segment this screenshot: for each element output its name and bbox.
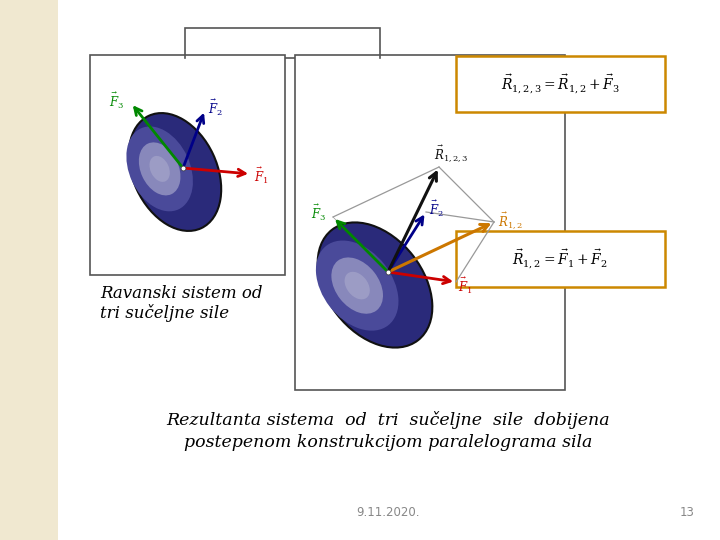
Ellipse shape xyxy=(150,156,170,182)
Text: $\vec{R}_{1,2,3}$: $\vec{R}_{1,2,3}$ xyxy=(434,143,469,163)
Text: $\vec{F}_1$: $\vec{F}_1$ xyxy=(458,276,472,296)
FancyBboxPatch shape xyxy=(456,56,665,112)
Text: Rezultanta sistema  od  tri  sučeljne  sile  dobijena: Rezultanta sistema od tri sučeljne sile … xyxy=(166,411,610,429)
FancyBboxPatch shape xyxy=(90,55,285,275)
Ellipse shape xyxy=(129,113,221,231)
Text: $\vec{R}_{1,2} = \vec{F}_1 + \vec{F}_2$: $\vec{R}_{1,2} = \vec{F}_1 + \vec{F}_2$ xyxy=(512,247,608,271)
Text: postepenom konstrukcijom paralelograma sila: postepenom konstrukcijom paralelograma s… xyxy=(184,434,592,451)
Text: $\vec{F}_3$: $\vec{F}_3$ xyxy=(311,203,326,223)
Ellipse shape xyxy=(345,272,370,299)
FancyBboxPatch shape xyxy=(58,0,720,540)
Text: $\vec{R}_{1,2}$: $\vec{R}_{1,2}$ xyxy=(498,210,523,230)
Ellipse shape xyxy=(139,143,181,195)
Text: $\vec{R}_{1,2,3} = \vec{R}_{1,2} + \vec{F}_3$: $\vec{R}_{1,2,3} = \vec{R}_{1,2} + \vec{… xyxy=(500,72,619,96)
Text: Ravanski sistem od: Ravanski sistem od xyxy=(100,285,263,302)
Ellipse shape xyxy=(127,126,193,211)
Text: $\vec{F}_2$: $\vec{F}_2$ xyxy=(429,199,444,219)
Text: $\vec{F}_1$: $\vec{F}_1$ xyxy=(254,166,269,186)
Text: tri sučeljne sile: tri sučeljne sile xyxy=(100,304,229,322)
FancyBboxPatch shape xyxy=(185,28,380,58)
Text: $\vec{F}_3$: $\vec{F}_3$ xyxy=(109,91,124,111)
Text: 13: 13 xyxy=(680,506,695,519)
FancyBboxPatch shape xyxy=(295,55,565,390)
FancyBboxPatch shape xyxy=(456,231,665,287)
Ellipse shape xyxy=(331,258,383,314)
Ellipse shape xyxy=(318,222,432,348)
Text: $\vec{F}_2$: $\vec{F}_2$ xyxy=(208,98,223,118)
Ellipse shape xyxy=(316,240,398,330)
Text: 9.11.2020.: 9.11.2020. xyxy=(356,506,420,519)
